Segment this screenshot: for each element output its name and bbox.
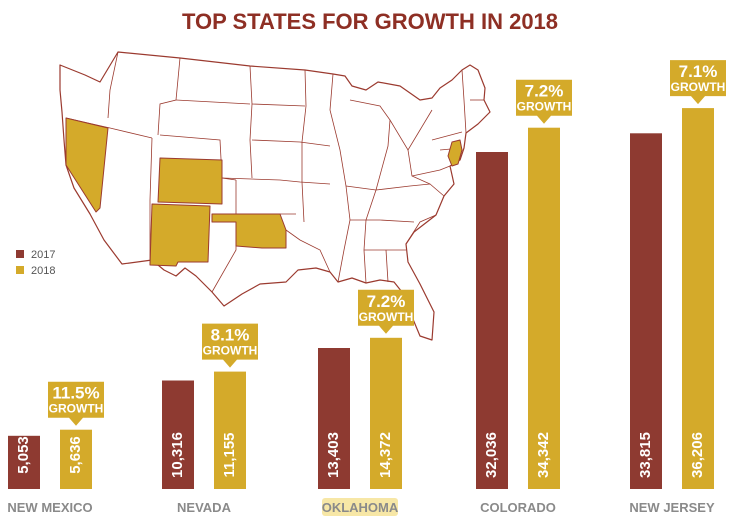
growth-word: GROWTH [203, 344, 258, 358]
legend-swatch-2018 [16, 266, 24, 274]
growth-badge [48, 381, 104, 426]
bar-2017-new-jersey [630, 133, 662, 490]
growth-word: GROWTH [671, 80, 726, 94]
bar-2018-nevada [214, 371, 246, 489]
category-label: OKLAHOMA [322, 500, 399, 515]
state-borders [65, 51, 484, 293]
state-nevada [65, 117, 109, 213]
bar-2017-colorado [476, 152, 508, 489]
growth-badge [670, 60, 726, 105]
bars: 5,053 5,636 10,316 11,155 13,403 14,372 32,036… [8, 108, 714, 490]
us-map [59, 51, 491, 341]
growth-percent: 7.2% [367, 292, 406, 311]
bar-value-label: 11,155 [221, 432, 238, 477]
chart-title: TOP STATES FOR GROWTH IN 2018 [182, 9, 558, 34]
bar-2018-new-mexico [60, 429, 92, 489]
bar-2017-new-mexico [8, 435, 40, 489]
legend-label: 2018 [31, 265, 55, 277]
bar-value-label: 14,372 [377, 432, 394, 478]
growth-badge [516, 79, 572, 124]
category-highlight [322, 498, 398, 516]
growth-word: GROWTH [359, 310, 414, 324]
legend: 2017 2018 [16, 249, 55, 277]
bar-value-label: 33,815 [637, 432, 654, 478]
bar-value-label: 5,636 [67, 436, 84, 474]
bar-value-label: 5,053 [15, 436, 32, 474]
growth-word: GROWTH [49, 402, 104, 416]
growth-word: GROWTH [517, 100, 572, 114]
growth-percent: 7.1% [679, 62, 718, 81]
growth-badge [358, 289, 414, 334]
growth-badge [202, 323, 258, 368]
category-label: NEW MEXICO [7, 500, 92, 515]
legend-label: 2017 [31, 249, 55, 261]
bar-2017-nevada [162, 380, 194, 489]
bar-value-label: 32,036 [483, 432, 500, 478]
growth-percent: 11.5% [52, 384, 99, 403]
bar-2018-new-jersey [682, 108, 714, 489]
category-label: NEVADA [177, 500, 232, 515]
bar-value-label: 10,316 [169, 432, 186, 478]
bar-2018-oklahoma [370, 337, 402, 489]
state-new-jersey [447, 139, 463, 167]
category-label: NEW JERSEY [629, 500, 715, 515]
category-labels: NEW MEXICO NEVADA OKLAHOMA COLORADO NEW JERS… [7, 498, 715, 516]
bar-2018-colorado [528, 127, 560, 489]
legend-swatch-2017 [16, 250, 24, 258]
bar-2017-oklahoma [318, 348, 350, 489]
state-oklahoma [211, 213, 287, 249]
us-outline [59, 51, 491, 341]
bar-value-label: 36,206 [689, 432, 706, 478]
growth-badges: 11.5%GROWTH8.1%GROWTH7.2%GROWTH7.2%GROWT… [48, 60, 726, 426]
growth-percent: 7.2% [525, 82, 564, 101]
growth-percent: 8.1% [211, 326, 250, 345]
category-label: COLORADO [480, 500, 556, 515]
bar-value-label: 34,342 [535, 432, 552, 478]
state-colorado [157, 157, 223, 205]
bar-value-label: 13,403 [325, 432, 342, 478]
state-new-mexico [149, 203, 211, 267]
